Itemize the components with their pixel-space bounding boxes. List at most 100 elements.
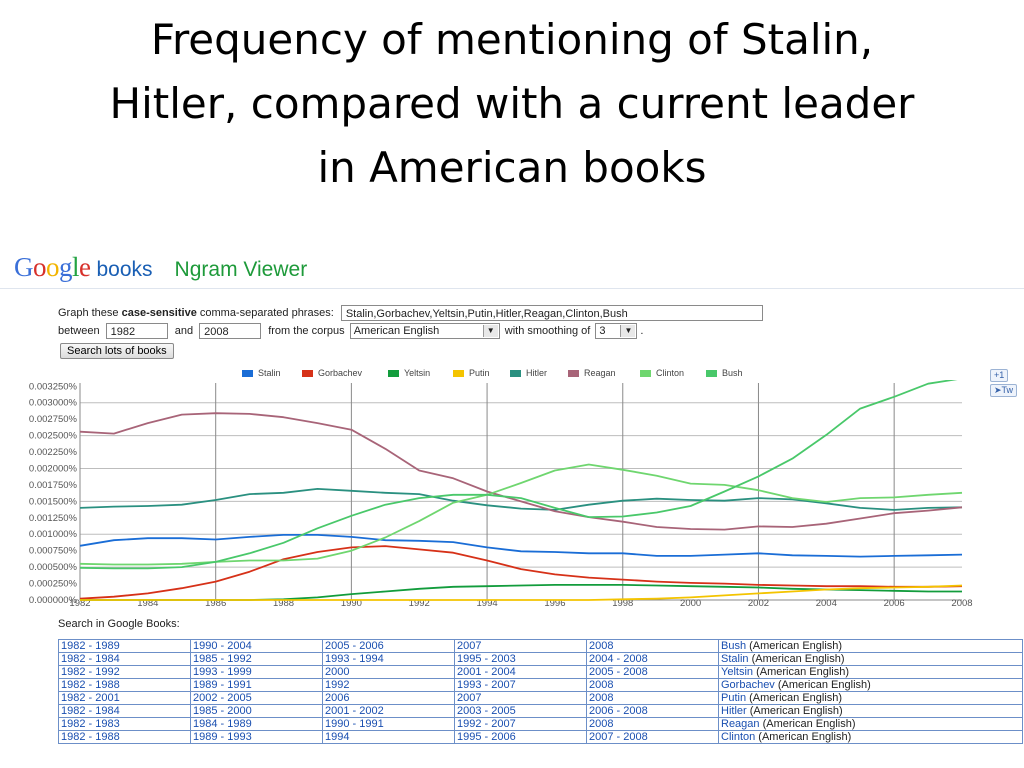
range-row: between 1982 and 2008 from the corpus Am…	[58, 323, 643, 339]
year-range-link[interactable]: 2008	[586, 639, 719, 653]
table-row: 1982 - 1984 1985 - 2000 2001 - 2002 2003 - …	[58, 704, 1023, 718]
x-tick-label: 2004	[816, 598, 837, 609]
x-tick-label: 1986	[205, 598, 226, 609]
series-line-stalin	[79, 533, 963, 558]
ngram-viewer-title: Ngram Viewer	[174, 258, 308, 281]
term-link[interactable]: Clinton	[721, 731, 756, 743]
legend-label: Stalin	[258, 368, 281, 378]
y-tick-label: 0.000500%	[29, 562, 78, 573]
year-range-link[interactable]: 2008	[586, 717, 719, 731]
year-range-link[interactable]: 1995 - 2003	[454, 652, 587, 666]
year-range-link[interactable]: 2006 - 2008	[586, 704, 719, 718]
tweet-button[interactable]: ➤Tw	[990, 384, 1018, 397]
corpus-label: (American English)	[746, 692, 843, 704]
year-range-link[interactable]: 1990 - 2004	[190, 639, 323, 653]
year-range-link[interactable]: 2004 - 2008	[586, 652, 719, 666]
y-tick-label: 0.003000%	[29, 398, 78, 409]
year-range-link[interactable]: 1993 - 1999	[190, 665, 323, 679]
year-range-link[interactable]: 1994	[322, 730, 455, 744]
legend-swatch	[242, 370, 253, 378]
y-tick-label: 0.000000%	[29, 595, 78, 606]
year-range-link[interactable]: 1992 - 2007	[454, 717, 587, 731]
term-cell: Clinton (American English)	[718, 730, 1023, 744]
year-range-link[interactable]: 1995 - 2006	[454, 730, 587, 744]
term-link[interactable]: Putin	[721, 692, 747, 704]
year-range-link[interactable]: 2001 - 2002	[322, 704, 455, 718]
year-range-link[interactable]: 1990 - 1991	[322, 717, 455, 731]
table-row: 1982 - 1984 1985 - 1992 1993 - 1994 1995 - …	[58, 652, 1023, 666]
year-range-link[interactable]: 1982 - 1988	[58, 730, 191, 744]
year-range-link[interactable]: 2007 - 2008	[586, 730, 719, 744]
series-line-reagan	[79, 412, 963, 531]
year-range-link[interactable]: 2006	[322, 691, 455, 705]
legend-item: Reagan	[568, 368, 616, 378]
term-link[interactable]: Bush	[721, 640, 747, 652]
graph-label-bold: case-sensitive	[121, 306, 197, 319]
table-row: 1982 - 1988 1989 - 1991 1992 1993 - 2007 200…	[58, 678, 1023, 692]
y-tick-label: 0.001750%	[29, 480, 78, 491]
year-range-link[interactable]: 2005 - 2006	[322, 639, 455, 653]
year-range-link[interactable]: 1982 - 1984	[58, 704, 191, 718]
y-tick-label: 0.002500%	[29, 431, 78, 442]
year-range-link[interactable]: 2007	[454, 691, 587, 705]
series-line-hitler	[79, 488, 963, 511]
y-tick-label: 0.002750%	[29, 414, 78, 425]
start-year-input[interactable]: 1982	[105, 323, 168, 339]
term-cell: Reagan (American English)	[718, 717, 1023, 731]
smoothing-select[interactable]: 3 ▼	[595, 323, 638, 339]
term-cell: Yeltsin (American English)	[718, 665, 1023, 679]
term-link[interactable]: Gorbachev	[721, 679, 775, 691]
year-range-link[interactable]: 2000	[322, 665, 455, 679]
search-lots-of-books-button[interactable]: Search lots of books	[60, 343, 174, 359]
logo-letter: g	[59, 252, 73, 282]
series-line-clinton	[79, 463, 963, 566]
year-range-link[interactable]: 2005 - 2008	[586, 665, 719, 679]
year-range-link[interactable]: 1982 - 2001	[58, 691, 191, 705]
plus-one-button[interactable]: +1	[990, 369, 1009, 382]
year-range-link[interactable]: 1989 - 1993	[190, 730, 323, 744]
books-logo-text: books	[96, 258, 153, 281]
year-range-link[interactable]: 1989 - 1991	[190, 678, 323, 692]
end-year-input[interactable]: 2008	[199, 323, 262, 339]
year-range-link[interactable]: 1993 - 1994	[322, 652, 455, 666]
legend-swatch	[453, 370, 464, 378]
chevron-down-icon[interactable]: ▼	[482, 325, 498, 337]
table-row: 1982 - 2001 2002 - 2005 2006 2007 2008 Putin …	[58, 691, 1023, 705]
corpus-select-value: American English	[353, 325, 440, 337]
term-link[interactable]: Reagan	[721, 718, 760, 730]
logo-letter: o	[46, 252, 60, 282]
corpus-select[interactable]: American English ▼	[349, 323, 500, 339]
y-tick-label: 0.000750%	[29, 546, 78, 557]
year-range-link[interactable]: 1982 - 1988	[58, 678, 191, 692]
header-divider	[0, 288, 1024, 289]
between-label: between	[58, 324, 100, 337]
year-range-link[interactable]: 1982 - 1989	[58, 639, 191, 653]
year-range-link[interactable]: 1993 - 2007	[454, 678, 587, 692]
term-cell: Putin (American English)	[718, 691, 1023, 705]
legend-label: Bush	[722, 368, 743, 378]
phrases-input[interactable]: Stalin,Gorbachev,Yeltsin,Putin,Hitler,Re…	[340, 305, 763, 321]
year-range-link[interactable]: 1992	[322, 678, 455, 692]
term-link[interactable]: Yeltsin	[721, 666, 754, 678]
y-tick-label: 0.002250%	[29, 447, 78, 458]
y-tick-label: 0.003250%	[29, 381, 78, 392]
year-range-link[interactable]: 1984 - 1989	[190, 717, 323, 731]
year-range-link[interactable]: 1985 - 1992	[190, 652, 323, 666]
year-range-link[interactable]: 1982 - 1983	[58, 717, 191, 731]
chevron-down-icon[interactable]: ▼	[620, 325, 636, 337]
corpus-label: (American English)	[748, 653, 845, 665]
year-range-link[interactable]: 1985 - 2000	[190, 704, 323, 718]
logo-letter: G	[14, 252, 34, 282]
year-range-link[interactable]: 1982 - 1984	[58, 652, 191, 666]
term-link[interactable]: Hitler	[721, 705, 747, 717]
year-range-link[interactable]: 1982 - 1992	[58, 665, 191, 679]
year-range-link[interactable]: 2002 - 2005	[190, 691, 323, 705]
year-range-link[interactable]: 2003 - 2005	[454, 704, 587, 718]
year-range-link[interactable]: 2008	[586, 678, 719, 692]
year-range-link[interactable]: 2008	[586, 691, 719, 705]
year-range-link[interactable]: 2001 - 2004	[454, 665, 587, 679]
year-range-link[interactable]: 2007	[454, 639, 587, 653]
term-link[interactable]: Stalin	[721, 653, 749, 665]
google-books-logo[interactable]: Google books Ngram Viewer	[14, 252, 307, 282]
y-tick-label: 0.001250%	[29, 513, 78, 524]
